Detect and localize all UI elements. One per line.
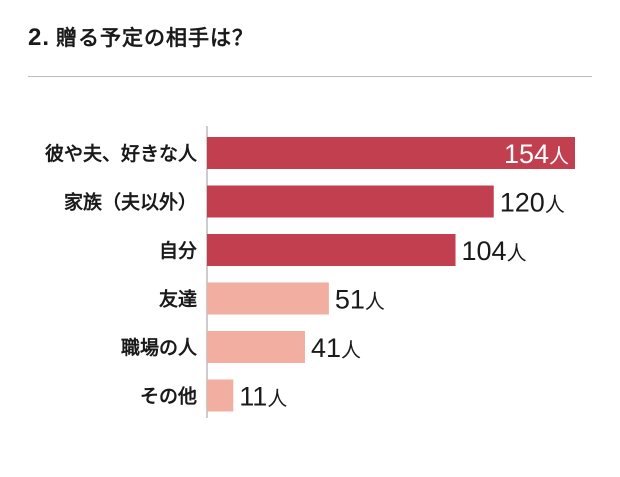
- value-label-3: 51人: [335, 285, 385, 315]
- value-label-0: 154人: [504, 139, 569, 169]
- question-text: 贈る予定の相手は？: [56, 26, 255, 50]
- bar-2: [207, 234, 456, 266]
- question-number: 2.: [28, 24, 51, 51]
- chart-title: 2. 贈る予定の相手は？: [28, 22, 254, 52]
- bar-3: [207, 282, 329, 315]
- category-label-0: 彼や夫、好きな人: [45, 142, 198, 165]
- value-label-5: 11人: [239, 382, 287, 412]
- title-divider: [28, 76, 592, 77]
- category-label-5: その他: [140, 385, 197, 408]
- bar-5: [207, 379, 234, 412]
- bar-4: [207, 331, 305, 363]
- value-label-2: 104人: [462, 236, 527, 266]
- value-label-1: 120人: [500, 188, 565, 218]
- category-label-2: 自分: [159, 239, 197, 262]
- bar-1: [207, 185, 494, 218]
- value-label-4: 41人: [311, 333, 361, 363]
- category-label-3: 友達: [159, 288, 197, 311]
- category-label-4: 職場の人: [121, 336, 198, 359]
- category-label-1: 家族（夫以外）: [64, 191, 197, 214]
- bar-0: [207, 137, 575, 169]
